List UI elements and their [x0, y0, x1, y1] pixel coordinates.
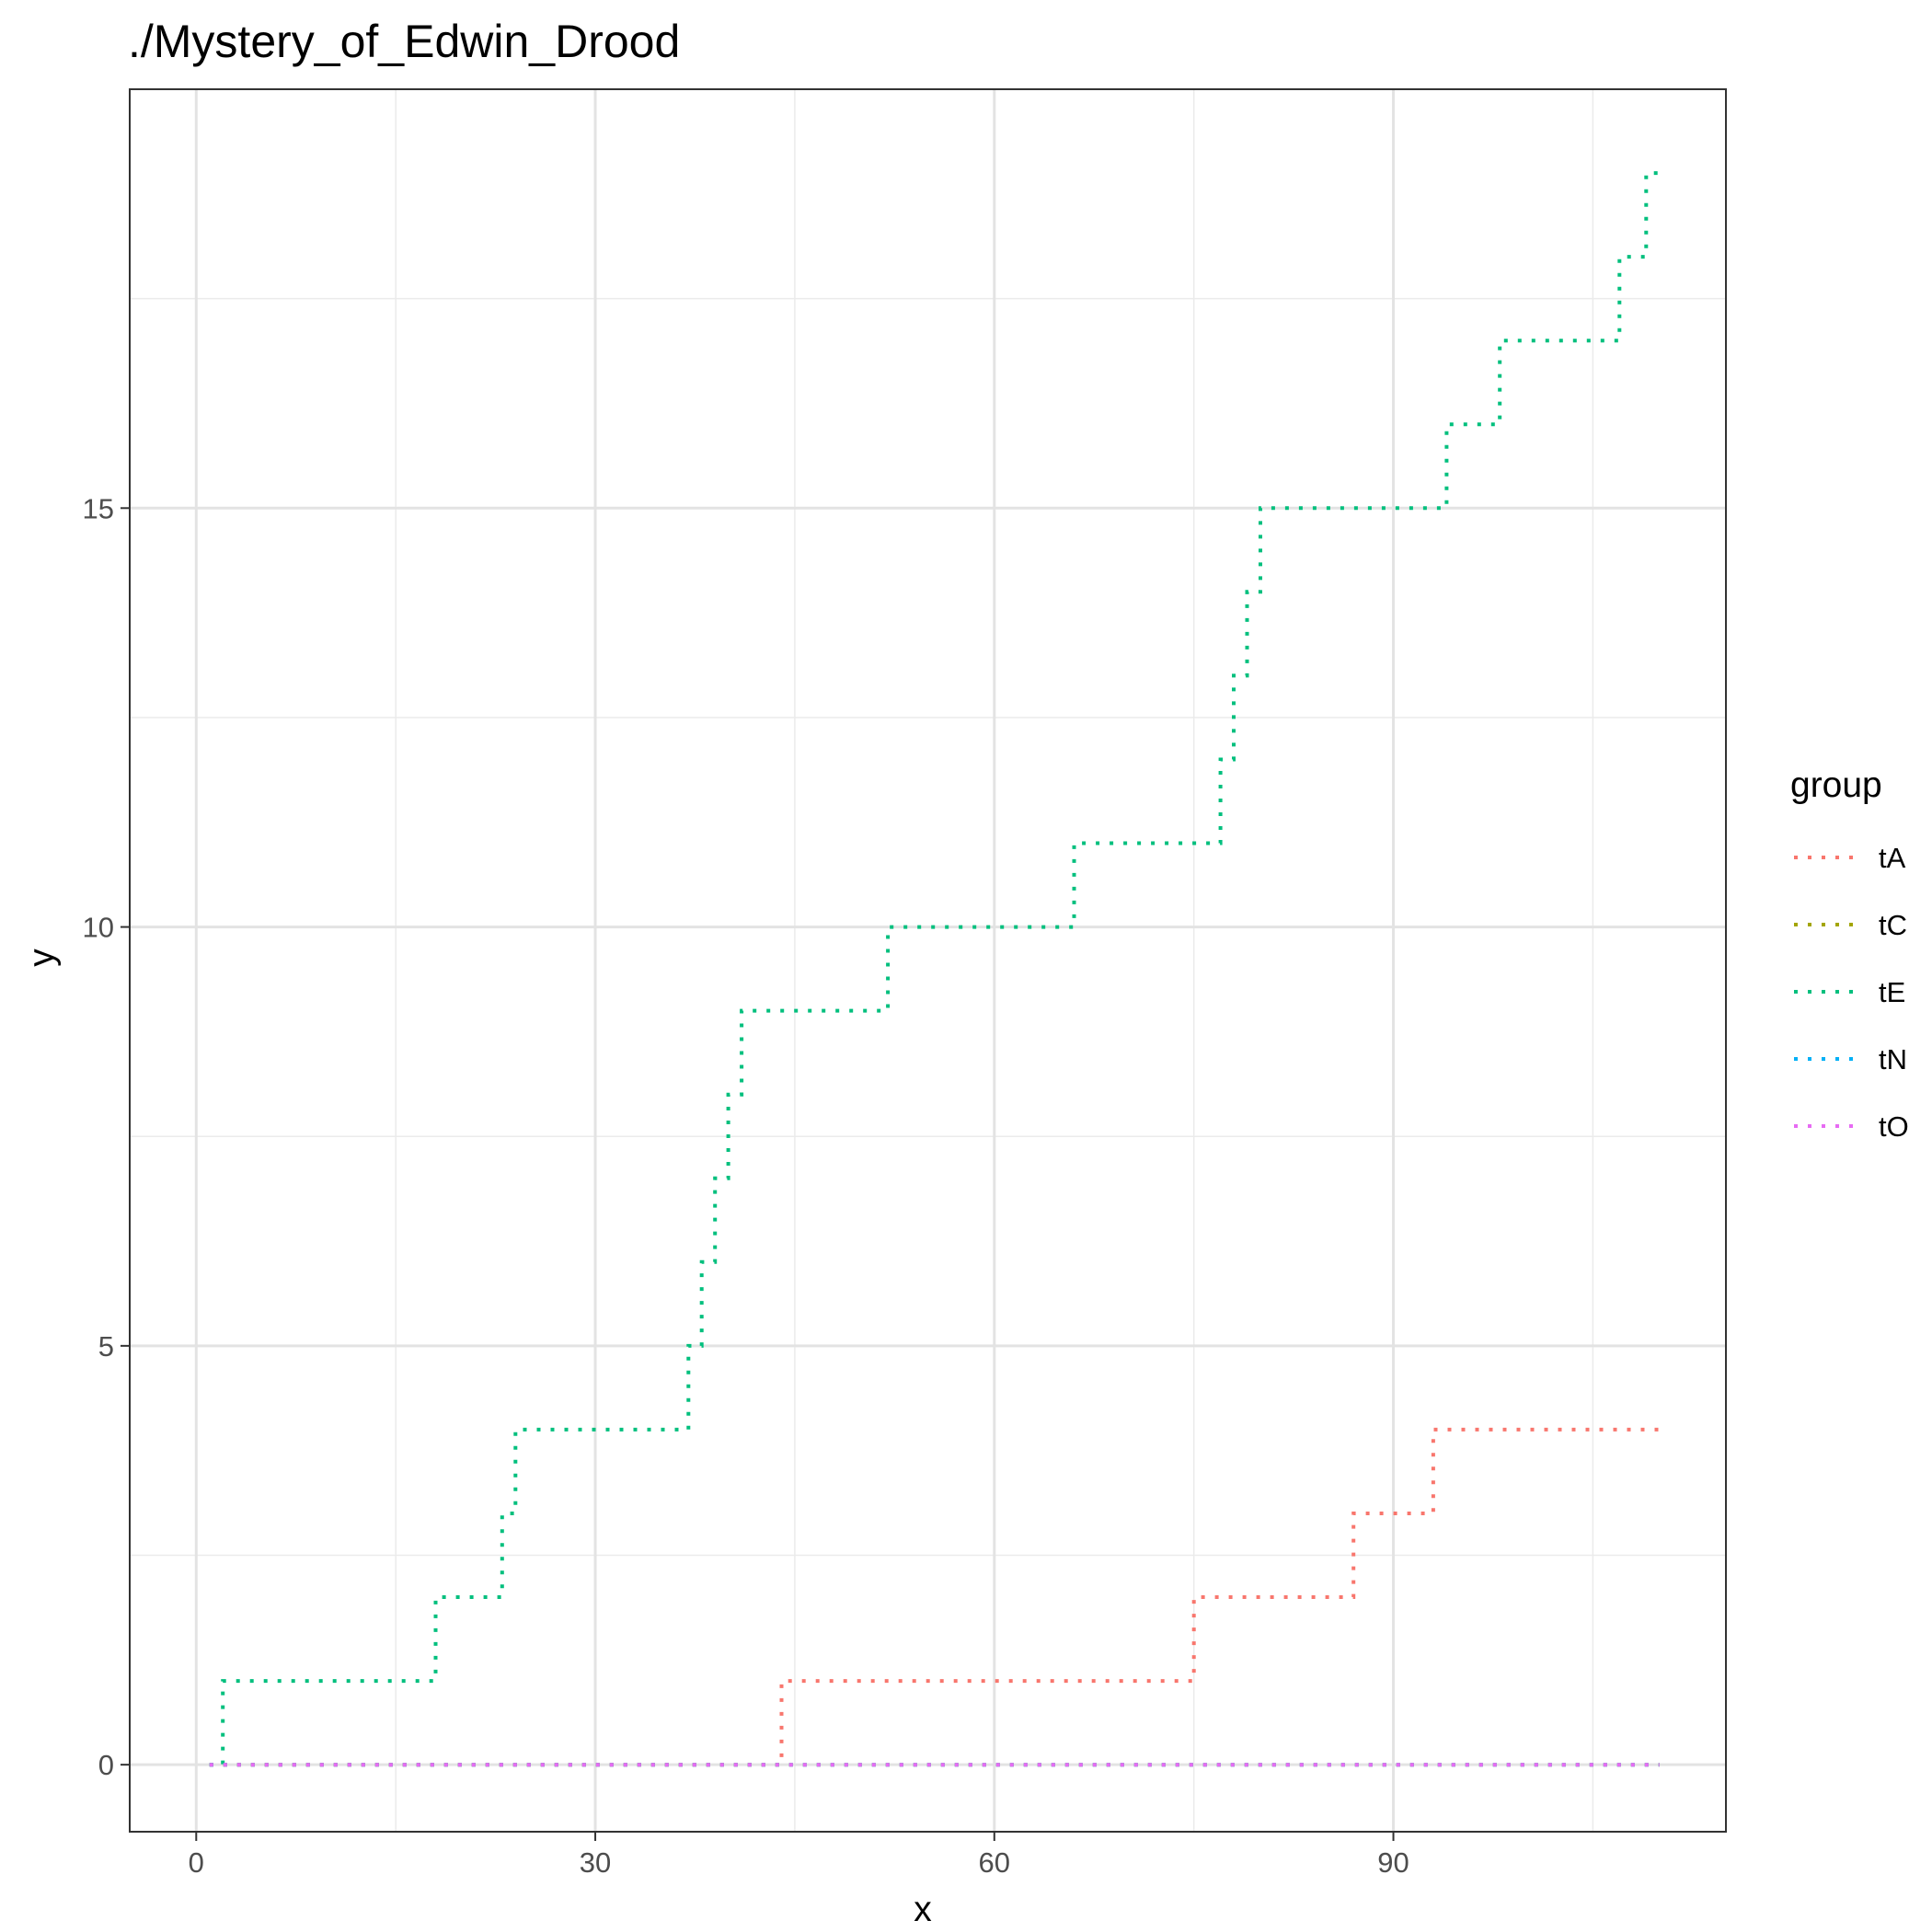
legend-label-tN: tN: [1879, 1043, 1907, 1075]
x-tick-label: 90: [1377, 1846, 1409, 1879]
legend-label-tA: tA: [1879, 842, 1906, 874]
x-axis: 0 30 60 90: [189, 1832, 1409, 1879]
panel-border: [129, 88, 1727, 1833]
x-axis-title: x: [914, 1890, 932, 1929]
series-layer: [209, 171, 1660, 1767]
x-tick-label: 30: [580, 1846, 611, 1879]
y-axis-title: y: [22, 949, 62, 967]
y-tick-label: 5: [98, 1330, 114, 1363]
minor-grid: [130, 89, 1726, 1832]
y-axis: 0 5 10 15: [83, 492, 130, 1781]
y-tick-label: 0: [98, 1749, 114, 1781]
x-tick-label: 60: [979, 1846, 1010, 1879]
legend-title: group: [1790, 765, 1882, 805]
y-tick-label: 15: [83, 492, 114, 524]
series-line-tA: [209, 1427, 1660, 1767]
x-tick-label: 0: [189, 1846, 204, 1879]
major-grid: [130, 89, 1726, 1832]
y-tick-label: 10: [83, 912, 114, 944]
legend-label-tO: tO: [1879, 1110, 1909, 1143]
chart-title: ./Mystery_of_Edwin_Drood: [128, 16, 680, 67]
legend-label-tE: tE: [1879, 976, 1905, 1008]
legend: group tA tC tE tN tO: [1790, 765, 1909, 1143]
legend-label-tC: tC: [1879, 909, 1907, 941]
series-line-tE: [209, 171, 1660, 1767]
